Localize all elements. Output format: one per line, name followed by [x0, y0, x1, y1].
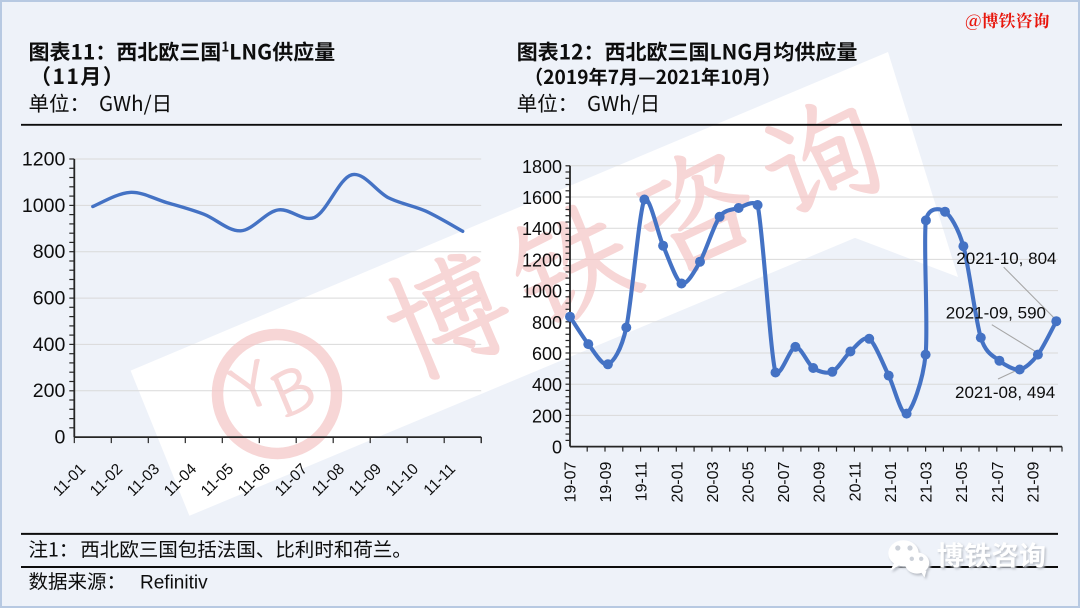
svg-text:2021-10, 804: 2021-10, 804 [956, 249, 1056, 268]
svg-text:21-05: 21-05 [954, 461, 971, 502]
svg-text:1600: 1600 [522, 188, 562, 208]
svg-text:1200: 1200 [522, 250, 562, 270]
svg-text:19-07: 19-07 [562, 461, 579, 502]
svg-text:2021-08, 494: 2021-08, 494 [955, 383, 1055, 402]
svg-text:2021-09, 590: 2021-09, 590 [946, 303, 1046, 322]
svg-text:1200: 1200 [22, 149, 66, 171]
svg-text:600: 600 [532, 344, 562, 364]
svg-text:Refinitiv: Refinitiv [140, 573, 208, 594]
svg-text:800: 800 [33, 241, 66, 263]
svg-text:400: 400 [532, 375, 562, 395]
svg-text:0: 0 [552, 438, 562, 458]
svg-text:400: 400 [33, 334, 66, 356]
svg-text:20-07: 20-07 [776, 461, 793, 502]
svg-text:1400: 1400 [522, 219, 562, 239]
svg-text:1000: 1000 [522, 282, 562, 302]
svg-text:20-09: 20-09 [812, 461, 829, 502]
svg-text:19-11: 19-11 [634, 461, 651, 501]
svg-text:21-07: 21-07 [990, 461, 1007, 502]
svg-text:20-11: 20-11 [847, 461, 864, 501]
svg-text:200: 200 [532, 406, 562, 426]
svg-text:800: 800 [532, 313, 562, 333]
svg-text:20-05: 20-05 [741, 461, 758, 502]
svg-text:20-03: 20-03 [705, 461, 722, 502]
svg-text:19-09: 19-09 [598, 461, 615, 502]
svg-text:21-01: 21-01 [883, 461, 900, 502]
svg-text:600: 600 [33, 288, 66, 310]
svg-text:0: 0 [54, 427, 65, 449]
svg-text:21-09: 21-09 [1026, 461, 1043, 502]
svg-text:21-03: 21-03 [919, 461, 936, 502]
svg-text:20-01: 20-01 [669, 461, 686, 502]
svg-text:200: 200 [33, 380, 66, 402]
svg-text:1800: 1800 [522, 157, 562, 177]
svg-text:1000: 1000 [22, 195, 66, 217]
